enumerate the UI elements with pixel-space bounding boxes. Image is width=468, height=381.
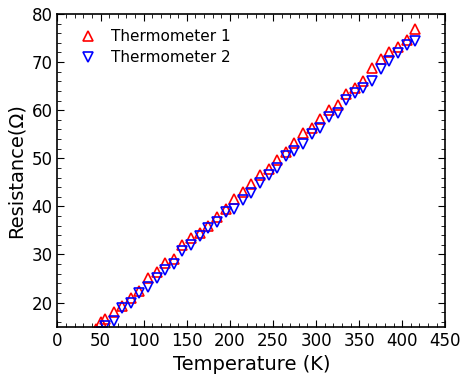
Thermometer 2 — [180, 249, 185, 254]
Thermometer 1 — [119, 304, 125, 309]
Thermometer 1 — [205, 223, 211, 228]
Thermometer 2 — [257, 181, 263, 186]
Legend: Thermometer 1, Thermometer 2: Thermometer 1, Thermometer 2 — [65, 22, 238, 73]
Thermometer 1 — [240, 189, 246, 194]
Thermometer 2 — [326, 114, 332, 119]
Thermometer 1 — [292, 141, 297, 146]
Thermometer 1 — [145, 276, 151, 280]
Thermometer 1 — [214, 215, 220, 220]
Thermometer 1 — [111, 310, 117, 314]
Thermometer 2 — [102, 324, 108, 328]
Thermometer 2 — [309, 132, 314, 136]
Thermometer 1 — [223, 207, 228, 211]
Thermometer 2 — [369, 79, 375, 83]
Thermometer 2 — [145, 285, 151, 290]
Thermometer 1 — [283, 149, 289, 154]
Thermometer 1 — [412, 26, 418, 31]
Y-axis label: Resistance(Ω): Resistance(Ω) — [7, 103, 26, 238]
Thermometer 2 — [240, 198, 246, 202]
Line: Thermometer 1: Thermometer 1 — [91, 24, 420, 335]
Thermometer 1 — [102, 317, 108, 322]
Thermometer 1 — [395, 45, 401, 49]
Thermometer 1 — [249, 182, 254, 187]
Thermometer 2 — [154, 276, 160, 280]
Thermometer 2 — [197, 233, 203, 238]
Thermometer 1 — [404, 38, 410, 42]
Thermometer 2 — [171, 262, 176, 266]
Thermometer 1 — [197, 231, 203, 236]
Thermometer 2 — [361, 86, 366, 90]
Thermometer 1 — [266, 167, 271, 171]
Thermometer 2 — [300, 141, 306, 146]
Thermometer 1 — [128, 296, 133, 301]
Thermometer 2 — [292, 149, 297, 154]
Thermometer 1 — [387, 50, 392, 54]
Thermometer 2 — [137, 291, 142, 295]
Thermometer 1 — [335, 103, 340, 107]
Thermometer 1 — [378, 57, 383, 62]
Thermometer 2 — [317, 126, 323, 131]
Thermometer 2 — [335, 110, 340, 115]
Thermometer 1 — [309, 126, 314, 131]
Thermometer 1 — [274, 158, 280, 163]
Thermometer 2 — [111, 319, 117, 323]
Thermometer 2 — [98, 330, 103, 335]
Thermometer 1 — [361, 78, 366, 83]
Thermometer 1 — [352, 86, 358, 90]
Thermometer 2 — [119, 306, 125, 310]
Thermometer 2 — [94, 332, 99, 337]
Thermometer 2 — [231, 207, 237, 211]
Thermometer 1 — [137, 289, 142, 293]
Thermometer 1 — [154, 269, 160, 274]
Thermometer 2 — [344, 97, 349, 102]
Thermometer 2 — [412, 39, 418, 43]
Thermometer 2 — [205, 226, 211, 230]
Thermometer 1 — [369, 65, 375, 70]
Thermometer 2 — [214, 219, 220, 224]
Thermometer 1 — [344, 91, 349, 96]
Thermometer 2 — [395, 51, 401, 56]
Thermometer 2 — [223, 210, 228, 214]
Thermometer 1 — [326, 108, 332, 112]
Thermometer 1 — [98, 320, 103, 324]
Thermometer 2 — [128, 301, 133, 306]
Thermometer 1 — [162, 261, 168, 265]
Thermometer 2 — [387, 59, 392, 64]
Thermometer 1 — [317, 116, 323, 121]
Thermometer 2 — [266, 173, 271, 177]
Thermometer 1 — [300, 131, 306, 135]
Thermometer 1 — [257, 172, 263, 177]
Thermometer 1 — [180, 243, 185, 248]
Thermometer 2 — [249, 190, 254, 195]
Thermometer 1 — [188, 236, 194, 240]
Thermometer 2 — [283, 154, 289, 159]
Line: Thermometer 2: Thermometer 2 — [91, 36, 420, 339]
Thermometer 1 — [94, 327, 99, 332]
Thermometer 2 — [404, 43, 410, 47]
Thermometer 2 — [162, 267, 168, 272]
X-axis label: Temperature (K): Temperature (K) — [173, 355, 330, 374]
Thermometer 2 — [274, 165, 280, 170]
Thermometer 1 — [171, 256, 176, 261]
Thermometer 2 — [188, 242, 194, 247]
Thermometer 1 — [231, 197, 237, 202]
Thermometer 2 — [378, 66, 383, 71]
Thermometer 2 — [352, 91, 358, 95]
